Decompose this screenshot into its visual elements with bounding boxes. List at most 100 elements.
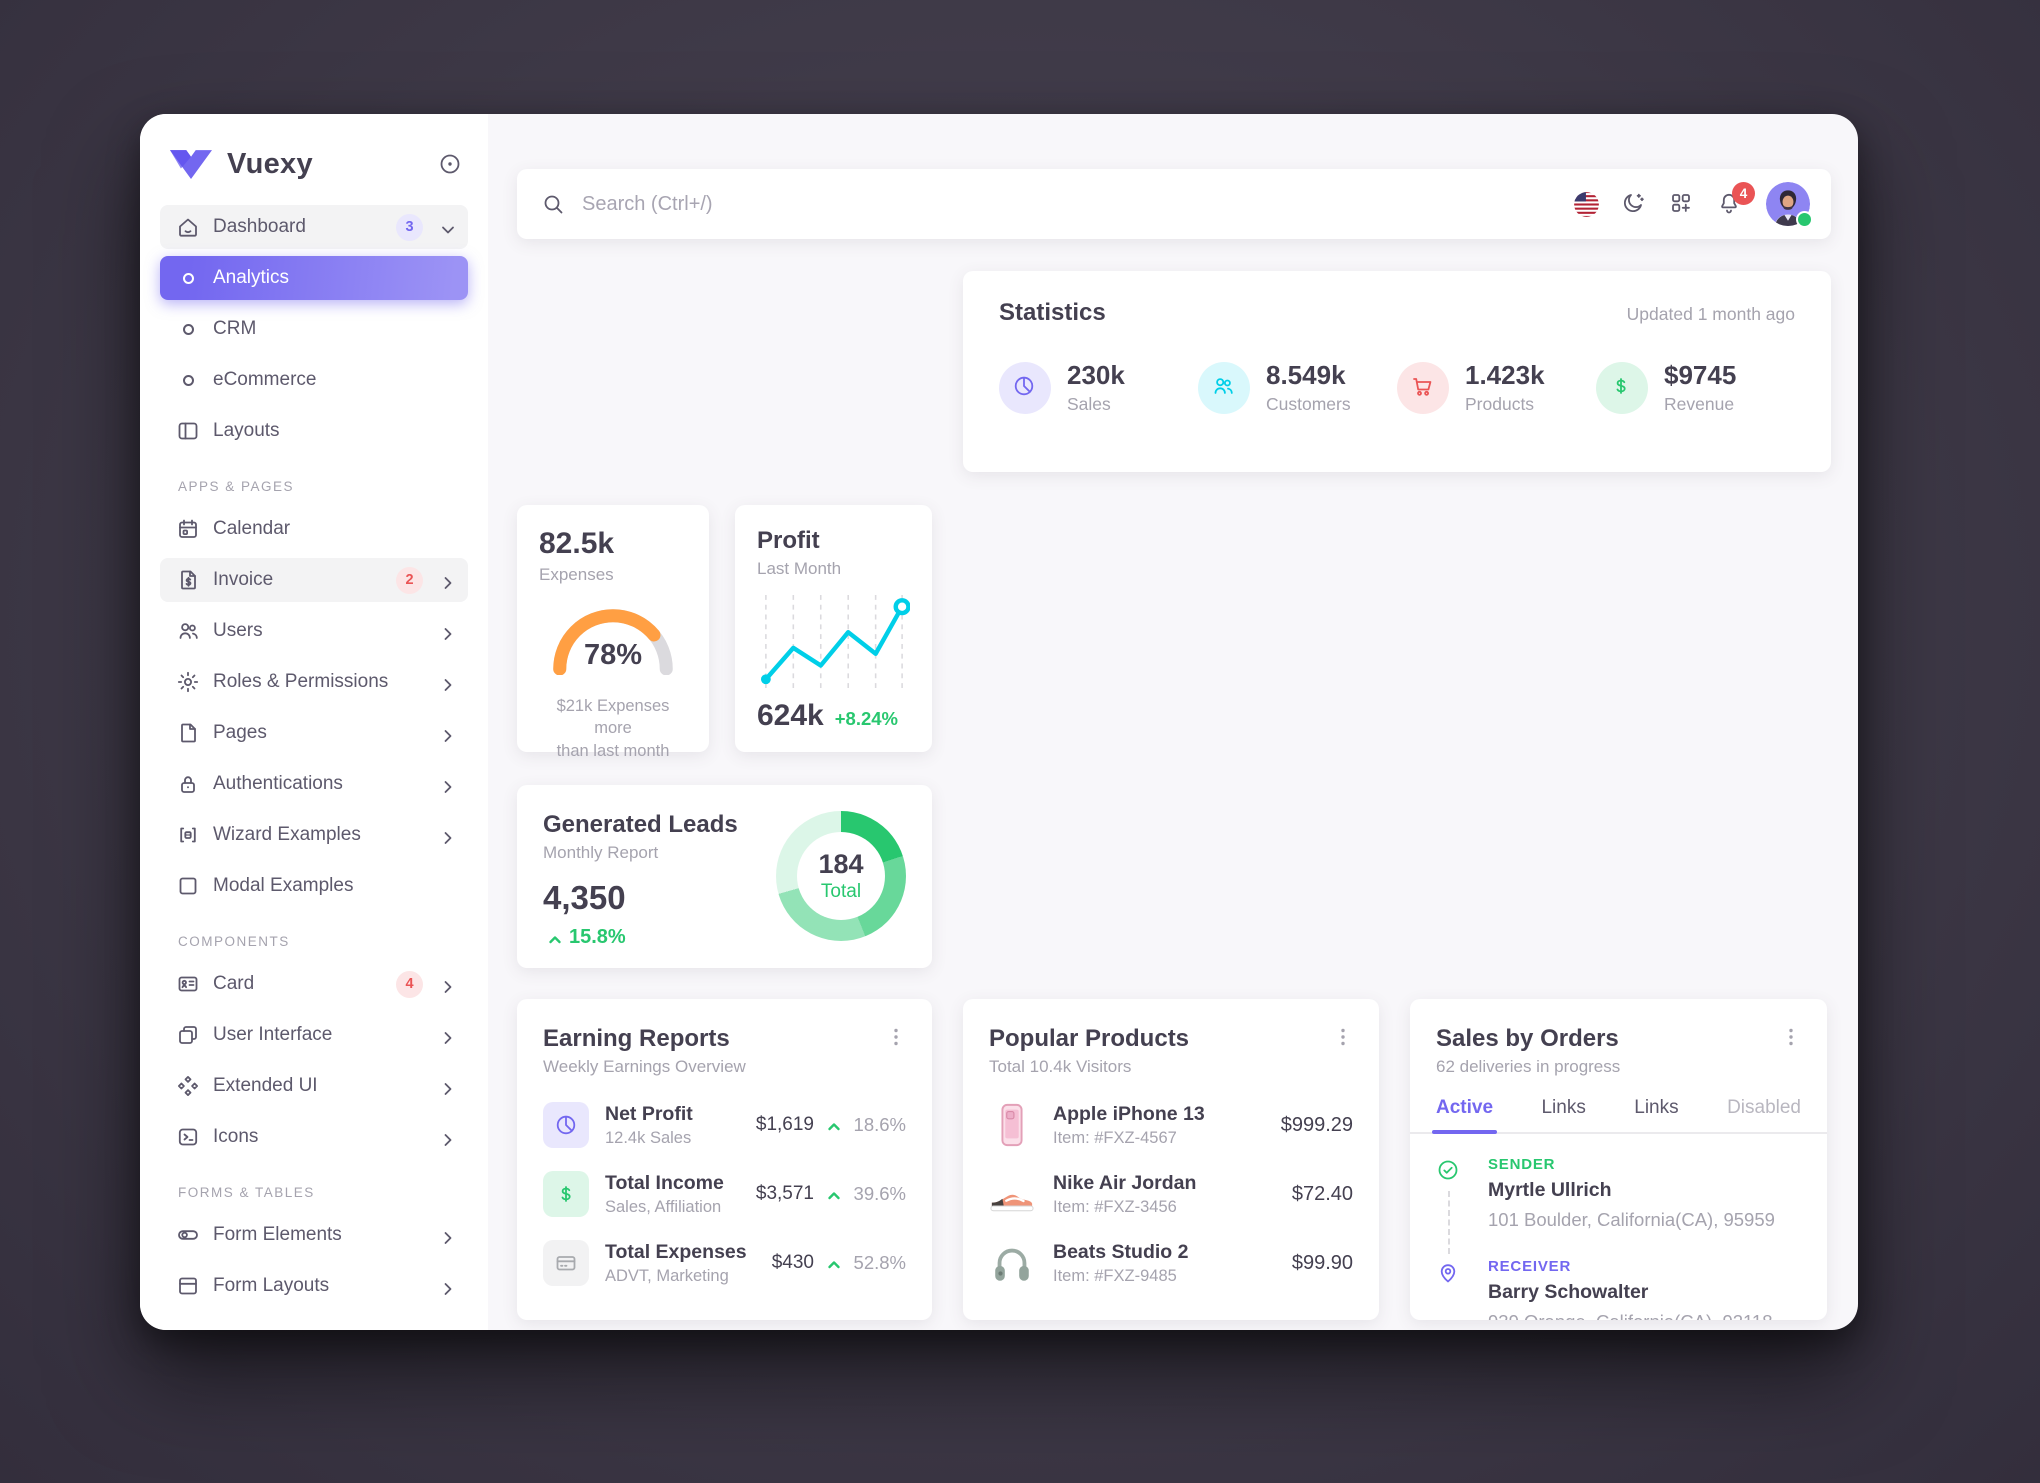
language-flag-icon[interactable] bbox=[1573, 191, 1600, 218]
menu-pin-icon[interactable] bbox=[438, 152, 464, 178]
sidebar-section-forms-tables: FORMS & TABLES bbox=[178, 1185, 315, 1200]
product-row-beats[interactable]: Beats Studio 2 Item: #FXZ-9485 $99.90 bbox=[989, 1240, 1353, 1286]
app-window: Vuexy Dashboard 3 Analytics CRM eCommerc… bbox=[140, 114, 1858, 1330]
layout-icon bbox=[178, 422, 198, 440]
earning-row-total-income: Total Income Sales, Affiliation $3,571 3… bbox=[543, 1171, 906, 1217]
sidebar-item-users[interactable]: Users bbox=[160, 609, 468, 653]
products-title: Popular Products bbox=[989, 1025, 1190, 1052]
iphone-image bbox=[1001, 1103, 1023, 1147]
sidebar-item-invoice[interactable]: Invoice 2 bbox=[160, 558, 468, 602]
tab-disabled[interactable]: Disabled bbox=[1727, 1097, 1801, 1118]
sidebar-item-label: Invoice bbox=[213, 569, 274, 590]
sidebar-item-roles-permissions[interactable]: Roles & Permissions bbox=[160, 660, 468, 704]
sidebar-item-pages[interactable]: Pages bbox=[160, 711, 468, 755]
sidebar-item-user-interface[interactable]: User Interface bbox=[160, 1013, 468, 1057]
chevron-right-icon bbox=[444, 1282, 452, 1295]
statistics-card: Statistics Updated 1 month ago 230k Sale… bbox=[963, 271, 1831, 472]
sidebar-item-ecommerce[interactable]: eCommerce bbox=[160, 358, 468, 402]
circle-icon bbox=[176, 266, 200, 290]
kebab-menu-icon[interactable] bbox=[884, 1025, 906, 1047]
stat-customers: 8.549k Customers bbox=[1198, 360, 1397, 415]
chevron-right-icon bbox=[444, 1133, 452, 1146]
profit-subtitle: Last Month bbox=[757, 559, 842, 578]
tab-active[interactable]: Active bbox=[1431, 1097, 1498, 1134]
sidebar-item-wizard-examples[interactable]: Wizard Examples bbox=[160, 813, 468, 857]
sidebar-item-label: Pages bbox=[213, 722, 267, 743]
kebab-menu-icon[interactable] bbox=[1331, 1025, 1353, 1047]
sidebar-item-authentications[interactable]: Authentications bbox=[160, 762, 468, 806]
chevron-right-icon bbox=[444, 1231, 452, 1244]
sidebar-item-modal-examples[interactable]: Modal Examples bbox=[160, 864, 468, 908]
sidebar-item-label: CRM bbox=[213, 318, 257, 339]
search-input[interactable] bbox=[582, 192, 1557, 216]
products-subtitle: Total 10.4k Visitors bbox=[989, 1057, 1132, 1076]
sidebar-item-icons[interactable]: Icons bbox=[160, 1115, 468, 1159]
sidebar-item-label: Form Layouts bbox=[213, 1275, 330, 1296]
map-pin-icon bbox=[1440, 1264, 1456, 1283]
orders-subtitle: 62 deliveries in progress bbox=[1436, 1057, 1621, 1076]
sidebar-item-label: eCommerce bbox=[213, 369, 317, 390]
dollar-icon bbox=[543, 1171, 589, 1217]
sidebar-menu: Dashboard 3 Analytics CRM eCommerce Layo… bbox=[140, 181, 488, 1308]
stat-label: Customers bbox=[1266, 394, 1351, 414]
online-status-dot bbox=[1798, 213, 1811, 226]
tab-links-1[interactable]: Links bbox=[1541, 1097, 1586, 1118]
caret-up-icon bbox=[549, 935, 561, 943]
user-avatar[interactable] bbox=[1765, 181, 1811, 227]
expenses-card: 82.5k Expenses 78% $21k Expenses more th… bbox=[517, 505, 709, 760]
dark-mode-icon[interactable] bbox=[1621, 191, 1648, 218]
sidebar-section-components: COMPONENTS bbox=[178, 934, 290, 949]
stat-products: 1.423k Products bbox=[1397, 360, 1596, 415]
sidebar-item-card[interactable]: Card 4 bbox=[160, 962, 468, 1006]
brand[interactable]: Vuexy bbox=[140, 114, 488, 181]
sidebar-item-layouts[interactable]: Layouts bbox=[160, 409, 468, 453]
stat-value: 8.549k bbox=[1266, 360, 1346, 390]
chevron-right-icon bbox=[444, 576, 452, 589]
leads-donut-chart: 184 Total bbox=[776, 811, 906, 941]
expenses-value: 82.5k bbox=[539, 527, 615, 560]
sidebar-section-apps-pages: APPS & PAGES bbox=[178, 479, 295, 494]
sidebar-item-label: Calendar bbox=[213, 518, 291, 539]
kebab-menu-icon[interactable] bbox=[1779, 1025, 1801, 1047]
statistics-title: Statistics bbox=[999, 299, 1106, 326]
tab-links-2[interactable]: Links bbox=[1634, 1097, 1679, 1118]
profit-line-chart bbox=[757, 593, 910, 691]
dollar-icon bbox=[1596, 361, 1648, 414]
copy-icon bbox=[179, 1026, 197, 1044]
leads-total-label: Total bbox=[820, 881, 862, 902]
product-row-nike[interactable]: Nike Air Jordan Item: #FXZ-3456 $72.40 bbox=[989, 1171, 1353, 1217]
product-row-iphone[interactable]: Apple iPhone 13 Item: #FXZ-4567 $999.29 bbox=[989, 1102, 1353, 1148]
sidebar: Vuexy Dashboard 3 Analytics CRM eCommerc… bbox=[140, 114, 488, 1330]
sidebar-item-crm[interactable]: CRM bbox=[160, 307, 468, 351]
sidebar-item-form-layouts[interactable]: Form Layouts bbox=[160, 1264, 468, 1308]
sidebar-item-form-elements[interactable]: Form Elements bbox=[160, 1213, 468, 1257]
vuexy-logo-icon bbox=[170, 149, 212, 179]
caret-up-icon bbox=[828, 1123, 840, 1131]
diamonds-icon bbox=[177, 1076, 199, 1096]
notifications-bell[interactable]: 4 bbox=[1717, 181, 1755, 218]
orders-title: Sales by Orders bbox=[1436, 1025, 1619, 1052]
caret-up-icon bbox=[828, 1261, 840, 1269]
square-icon bbox=[179, 877, 197, 895]
sidebar-item-label: Icons bbox=[213, 1126, 259, 1147]
sidebar-item-dashboard[interactable]: Dashboard 3 bbox=[160, 205, 468, 249]
circle-icon bbox=[176, 317, 200, 341]
stat-sales: 230k Sales bbox=[999, 360, 1198, 415]
home-icon bbox=[179, 218, 197, 237]
earning-title: Earning Reports bbox=[543, 1025, 730, 1052]
sidebar-item-calendar[interactable]: Calendar bbox=[160, 507, 468, 551]
sidebar-item-analytics[interactable]: Analytics bbox=[160, 256, 468, 300]
shortcuts-grid-icon[interactable] bbox=[1669, 191, 1696, 218]
card-badge: 4 bbox=[396, 970, 423, 998]
sidebar-item-label: Wizard Examples bbox=[213, 824, 361, 845]
leads-change: 15.8% bbox=[543, 926, 738, 949]
statistics-updated: Updated 1 month ago bbox=[1626, 304, 1795, 324]
earning-row-net-profit: Net Profit 12.4k Sales $1,619 18.6% bbox=[543, 1102, 906, 1148]
topbar-icons: 4 bbox=[1573, 181, 1811, 227]
expenses-gauge: 78% bbox=[542, 599, 684, 681]
pie-chart-icon bbox=[543, 1102, 589, 1148]
sidebar-item-extended-ui[interactable]: Extended UI bbox=[160, 1064, 468, 1108]
earning-subtitle: Weekly Earnings Overview bbox=[543, 1057, 746, 1076]
stat-value: 1.423k bbox=[1465, 360, 1545, 390]
sidebar-item-label: Extended UI bbox=[213, 1075, 318, 1096]
